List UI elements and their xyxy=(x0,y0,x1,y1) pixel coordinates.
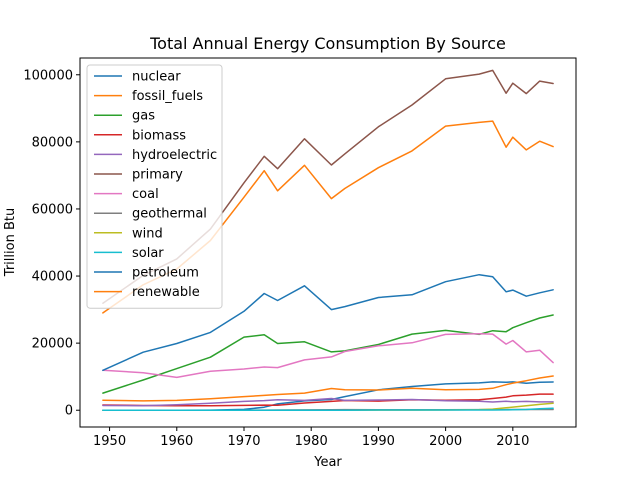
legend-label-nuclear: nuclear xyxy=(132,70,181,85)
legend-label-renewable: renewable xyxy=(132,285,200,300)
y-tick-label: 20000 xyxy=(32,337,73,352)
x-tick-label: 1960 xyxy=(160,434,193,449)
legend-box xyxy=(86,64,223,309)
series-line-solar xyxy=(102,407,554,411)
series-line-hydroelectric xyxy=(102,397,554,407)
series-line-petroleum xyxy=(102,273,554,372)
series-layer xyxy=(102,69,554,411)
y-tick-label: 80000 xyxy=(32,135,73,150)
x-tick-label: 1980 xyxy=(295,434,328,449)
axes-layer: 1950 1960 1970 1980 1990 2000 2010 0 20000 40000 6… xyxy=(23,68,529,449)
y-tick-label: 0 xyxy=(65,404,73,419)
x-axis-title: Year xyxy=(313,455,342,470)
series-line-gas xyxy=(102,314,554,394)
series-line-coal xyxy=(102,332,554,379)
x-tick-label: 2010 xyxy=(496,434,529,449)
y-tick-label: 60000 xyxy=(32,202,73,217)
legend-label-fossil-fuels: fossil_fuels xyxy=(132,89,203,104)
plot-frame xyxy=(79,57,577,428)
series-line-renewable xyxy=(102,375,554,402)
legend-label-petroleum: petroleum xyxy=(132,266,199,281)
chart-title: Total Annual Energy Consumption By Sourc… xyxy=(149,34,506,53)
y-axis-title: Trillion Btu xyxy=(3,208,18,277)
y-tick-label: 40000 xyxy=(32,270,73,285)
legend-label-geothermal: geothermal xyxy=(132,207,207,222)
x-tick-label: 1990 xyxy=(362,434,395,449)
legend-label-gas: gas xyxy=(132,109,155,124)
legend-label-wind: wind xyxy=(132,226,163,241)
legend-label-hydroelectric: hydroelectric xyxy=(132,148,217,163)
legend-label-solar: solar xyxy=(132,246,164,261)
legend-label-biomass: biomass xyxy=(132,128,186,143)
x-tick-label: 1970 xyxy=(227,434,260,449)
y-tick-label: 100000 xyxy=(23,68,73,83)
legend-label-coal: coal xyxy=(132,187,159,202)
legend-label-primary: primary xyxy=(132,168,183,183)
x-tick-label: 2000 xyxy=(429,434,462,449)
x-tick-label: 1950 xyxy=(93,434,126,449)
